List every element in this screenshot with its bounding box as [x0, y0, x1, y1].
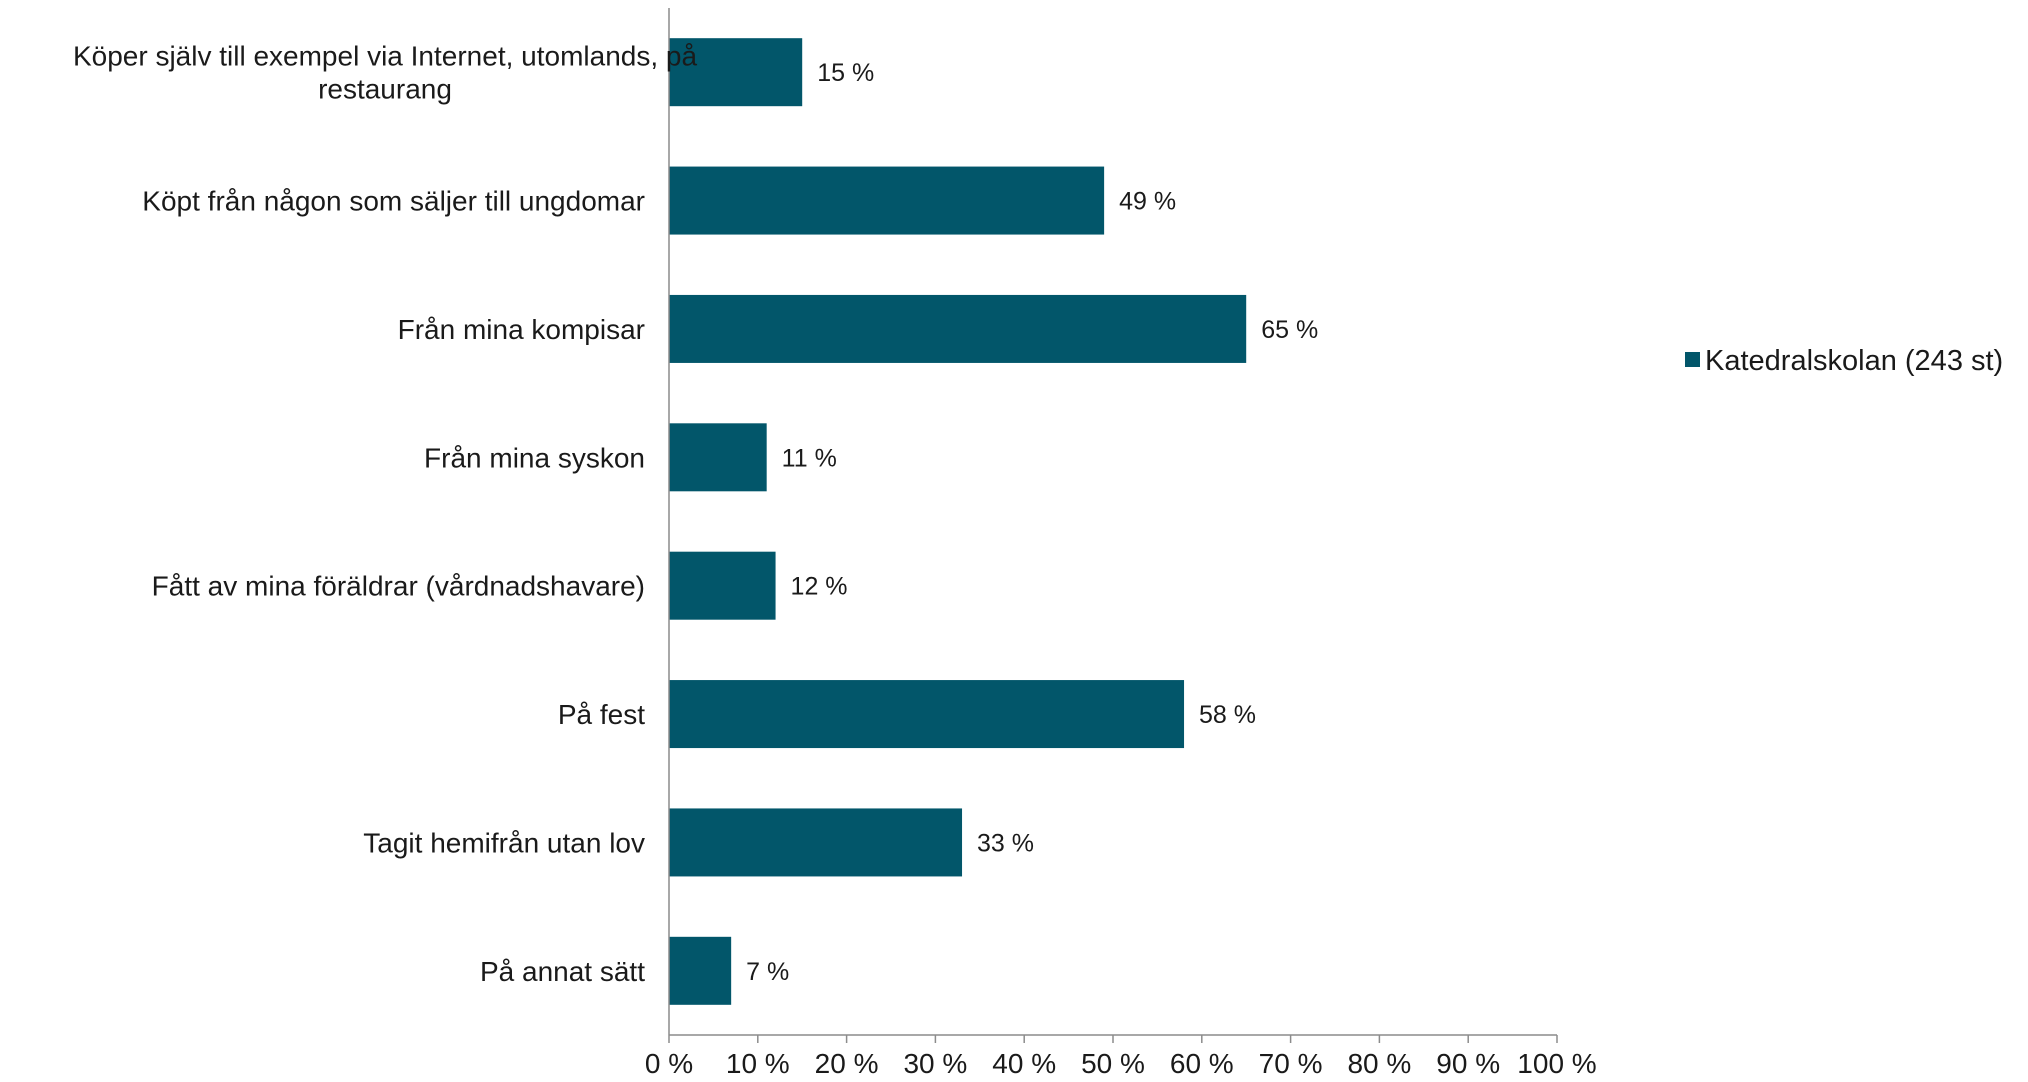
- x-tick-label: 30 %: [903, 1048, 967, 1079]
- data-label: 11 %: [782, 444, 837, 472]
- data-label: 33 %: [977, 829, 1034, 857]
- x-tick-label: 50 %: [1081, 1048, 1145, 1079]
- data-label: 58 %: [1199, 701, 1256, 729]
- category-label: Köpt från någon som säljer till ungdomar: [142, 186, 645, 217]
- category-label: Från mina syskon: [424, 442, 645, 473]
- x-tick-label: 10 %: [726, 1048, 790, 1079]
- bar: [669, 551, 776, 620]
- category-label: restaurang: [318, 74, 452, 105]
- x-tick-label: 0 %: [645, 1048, 693, 1079]
- bar: [669, 808, 963, 877]
- axis-layer: [668, 8, 1558, 1043]
- x-tick-label: 100 %: [1517, 1048, 1596, 1079]
- bar: [669, 680, 1185, 749]
- category-label: Köper själv till exempel via Internet, u…: [73, 41, 698, 72]
- category-label: Fått av mina föräldrar (vårdnadshavare): [152, 571, 645, 602]
- x-tick-label: 20 %: [815, 1048, 879, 1079]
- data-label: 12 %: [791, 573, 848, 601]
- bars-layer: [669, 38, 1247, 1005]
- x-tick-label: 60 %: [1170, 1048, 1234, 1079]
- data-label: 15 %: [817, 59, 874, 87]
- bar: [669, 166, 1105, 235]
- category-label: På fest: [558, 699, 645, 730]
- x-tick-label: 40 %: [992, 1048, 1056, 1079]
- bar: [669, 936, 732, 1005]
- legend-swatch: [1685, 352, 1700, 367]
- labels-layer: 15 % Köper själv till exempel via Interne…: [73, 41, 1597, 1079]
- x-tick-label: 70 %: [1259, 1048, 1323, 1079]
- data-label: 65 %: [1261, 316, 1318, 344]
- data-label: 7 %: [746, 958, 789, 986]
- legend-label: Katedralskolan (243 st): [1705, 345, 2003, 377]
- category-label: Tagit hemifrån utan lov: [363, 827, 645, 858]
- bar: [669, 423, 767, 492]
- category-label: På annat sätt: [480, 956, 645, 987]
- data-label: 49 %: [1119, 188, 1176, 216]
- bar: [669, 38, 803, 107]
- category-label: Från mina kompisar: [398, 314, 645, 345]
- x-tick-label: 90 %: [1436, 1048, 1500, 1079]
- x-tick-label: 80 %: [1347, 1048, 1411, 1079]
- legend: Katedralskolan (243 st): [1685, 345, 2003, 377]
- bar: [669, 294, 1247, 363]
